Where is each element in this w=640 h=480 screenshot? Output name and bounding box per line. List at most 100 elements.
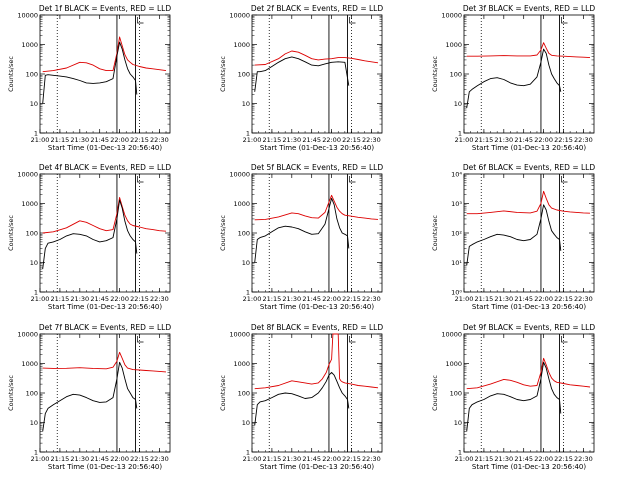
events-series-line <box>254 197 350 263</box>
x-tick-label: 22:15 <box>554 295 573 303</box>
x-tick-label: 21:30 <box>282 295 301 303</box>
y-tick-label: 10000 <box>17 331 38 339</box>
plot-frame <box>251 333 383 453</box>
lld-series-line <box>466 42 591 59</box>
y-tick-label: 10000 <box>229 171 250 179</box>
corner-bracket-icon <box>137 17 144 24</box>
plot-frame <box>251 173 383 293</box>
y-tick-label: 1000 <box>445 360 462 368</box>
x-tick-label: 21:00 <box>243 295 262 303</box>
y-tick-label: 10² <box>451 230 462 238</box>
lld-series-line <box>466 357 591 390</box>
plot-frame <box>251 14 383 134</box>
y-tick-label: 10000 <box>229 12 250 20</box>
x-axis-label: Start Time (01-Dec-13 20:56:40) <box>472 144 586 152</box>
x-tick-label: 21:00 <box>455 136 474 144</box>
x-tick-label: 22:30 <box>362 136 381 144</box>
plot-frame <box>463 333 595 453</box>
x-tick-label: 21:15 <box>475 136 494 144</box>
corner-bracket-icon <box>561 176 568 183</box>
y-tick-label: 100 <box>450 390 462 398</box>
x-tick-label: 21:45 <box>302 455 321 463</box>
x-tick-label: 22:00 <box>322 455 341 463</box>
x-tick-label: 22:30 <box>362 455 381 463</box>
x-tick-label: 22:15 <box>342 136 361 144</box>
y-tick-label: 1000 <box>21 360 38 368</box>
x-tick-label: 21:00 <box>455 455 474 463</box>
corner-bracket-icon <box>561 17 568 24</box>
x-tick-label: 21:00 <box>31 455 50 463</box>
x-tick-label: 21:30 <box>494 295 513 303</box>
x-tick-label: 21:15 <box>263 295 282 303</box>
detector-panel-1: Det 1f BLACK = Events, RED = LLD 1 10 100 10… <box>7 4 171 152</box>
panel-title: Det 9f BLACK = Events, RED = LLD <box>463 323 596 332</box>
x-tick-label: 22:30 <box>574 136 593 144</box>
events-series-line <box>254 56 350 92</box>
y-tick-label: 10000 <box>441 12 462 20</box>
x-tick-label: 21:30 <box>494 136 513 144</box>
x-tick-label: 21:30 <box>70 136 89 144</box>
y-axis-label: Counts/sec <box>431 215 439 251</box>
x-tick-label: 21:15 <box>263 136 282 144</box>
y-tick-label: 10³ <box>451 200 462 208</box>
x-axis-label: Start Time (01-Dec-13 20:56:40) <box>260 463 374 471</box>
panel-title: Det 1f BLACK = Events, RED = LLD <box>39 4 172 13</box>
corner-bracket-icon <box>137 176 144 183</box>
x-tick-label: 21:15 <box>475 455 494 463</box>
x-tick-label: 22:15 <box>130 295 149 303</box>
x-axis-label: Start Time (01-Dec-13 20:56:40) <box>260 303 374 311</box>
y-tick-label: 1000 <box>233 360 250 368</box>
lld-series-line <box>42 197 167 234</box>
lld-series-line <box>254 194 379 221</box>
x-tick-label: 21:00 <box>31 295 50 303</box>
y-tick-label: 1 <box>458 449 462 457</box>
detector-panel-9: Det 9f BLACK = Events, RED = LLD 1 10 100 10… <box>431 323 595 471</box>
x-axis-label: Start Time (01-Dec-13 20:56:40) <box>472 463 586 471</box>
plot-frame <box>39 173 171 293</box>
x-tick-label: 21:45 <box>514 136 533 144</box>
x-axis-label: Start Time (01-Dec-13 20:56:40) <box>472 303 586 311</box>
x-tick-label: 22:00 <box>322 136 341 144</box>
x-axis-label: Start Time (01-Dec-13 20:56:40) <box>48 144 162 152</box>
y-tick-label: 100 <box>238 390 250 398</box>
y-tick-label: 10 <box>30 100 38 108</box>
x-tick-label: 22:00 <box>322 295 341 303</box>
y-tick-label: 100 <box>238 71 250 79</box>
lld-series-line <box>42 351 167 373</box>
events-series-line <box>42 199 138 270</box>
y-tick-label: 1000 <box>21 200 38 208</box>
y-tick-label: 10000 <box>17 171 38 179</box>
panel-title: Det 4f BLACK = Events, RED = LLD <box>39 163 172 172</box>
x-tick-label: 21:30 <box>70 295 89 303</box>
x-tick-label: 22:00 <box>534 136 553 144</box>
plot-frame <box>39 14 171 134</box>
x-tick-label: 21:45 <box>302 136 321 144</box>
y-tick-label: 10000 <box>229 331 250 339</box>
x-tick-label: 22:30 <box>150 136 169 144</box>
y-tick-label: 1000 <box>445 41 462 49</box>
x-tick-label: 21:45 <box>302 295 321 303</box>
x-tick-label: 21:15 <box>475 295 494 303</box>
events-series-line <box>466 361 562 432</box>
x-tick-label: 21:00 <box>243 455 262 463</box>
x-tick-label: 21:15 <box>263 455 282 463</box>
x-tick-label: 21:45 <box>90 136 109 144</box>
panel-title: Det 5f BLACK = Events, RED = LLD <box>251 163 384 172</box>
y-tick-label: 10000 <box>17 12 38 20</box>
x-axis-label: Start Time (01-Dec-13 20:56:40) <box>48 463 162 471</box>
x-tick-label: 21:00 <box>243 136 262 144</box>
x-tick-label: 21:00 <box>455 295 474 303</box>
x-tick-label: 21:00 <box>31 136 50 144</box>
x-tick-label: 21:30 <box>494 455 513 463</box>
x-tick-label: 21:45 <box>514 295 533 303</box>
y-tick-label: 10 <box>454 100 462 108</box>
y-tick-label: 1 <box>34 289 38 297</box>
panel-title: Det 6f BLACK = Events, RED = LLD <box>463 163 596 172</box>
y-axis-label: Counts/sec <box>7 215 15 251</box>
y-tick-label: 1000 <box>233 200 250 208</box>
detector-panel-8: Det 8f BLACK = Events, RED = LLD 1 10 100 10… <box>219 323 383 471</box>
y-tick-label: 10 <box>30 419 38 427</box>
events-series-line <box>466 48 562 109</box>
y-tick-label: 100 <box>450 71 462 79</box>
y-axis-label: Counts/sec <box>431 56 439 92</box>
